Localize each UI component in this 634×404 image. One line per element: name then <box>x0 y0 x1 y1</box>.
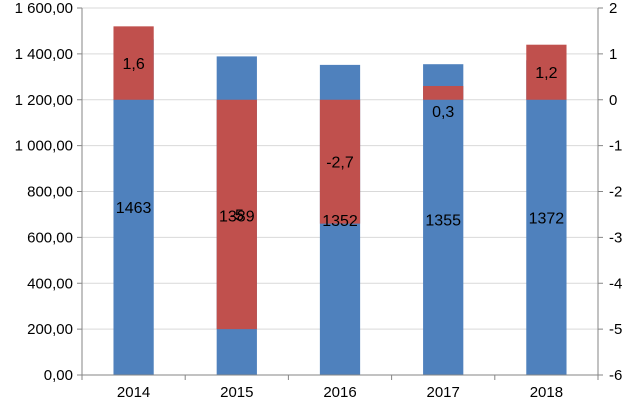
left-axis-tick-label: 200,00 <box>27 321 73 338</box>
left-axis-tick-label: 1 600,00 <box>15 0 73 17</box>
data-label-primary: 1352 <box>322 213 358 230</box>
bar-primary-2017 <box>423 64 464 376</box>
data-label-primary: 1389 <box>219 209 255 226</box>
bar-secondary-2016 <box>319 99 361 224</box>
x-axis-tick-label: 2017 <box>427 384 460 401</box>
right-axis-tick-label: -1 <box>609 138 622 155</box>
right-axis-tick-label: 2 <box>609 0 617 17</box>
bar-secondary-2017 <box>423 85 464 100</box>
bars <box>113 26 567 376</box>
data-label-secondary: 1,2 <box>535 65 557 82</box>
right-axis-tick-label: 0 <box>609 92 617 109</box>
right-axis-tick-label: -5 <box>609 321 622 338</box>
data-label-secondary: 1,6 <box>122 56 144 73</box>
right-axis-tick-label: 1 <box>609 46 617 63</box>
bar-secondary-2018 <box>526 44 567 100</box>
x-axis-tick-label: 2015 <box>220 384 253 401</box>
data-label-secondary: -2,7 <box>326 155 354 172</box>
left-axis-tick-label: 400,00 <box>27 275 73 292</box>
bar-secondary-2015 <box>216 99 257 330</box>
left-axis-tick-label: 0,00 <box>44 367 73 384</box>
labels: 1463 1,6 1389-5 1352 -2,7 1355 0,3 1372 1,2 <box>116 56 564 230</box>
x-axis-tick-label: 2018 <box>530 384 563 401</box>
bar-secondary-2014 <box>113 26 154 100</box>
data-label-secondary: 0,3 <box>432 104 454 121</box>
bar-primary-2018 <box>526 60 567 376</box>
data-label-primary: 1355 <box>425 213 461 230</box>
left-axis-tick-label: 1 200,00 <box>15 92 73 109</box>
left-axis-tick-label: 800,00 <box>27 184 73 201</box>
right-axis-tick-label: -3 <box>609 229 622 246</box>
data-label-primary: 1372 <box>529 211 565 228</box>
left-axis-tick-label: 600,00 <box>27 229 73 246</box>
right-axis-tick-label: -6 <box>609 367 622 384</box>
right-axis-tick-label: -2 <box>609 184 622 201</box>
data-label-primary: 1463 <box>116 200 152 217</box>
x-axis-tick-label: 2016 <box>323 384 356 401</box>
x-axis-tick-label: 2014 <box>117 384 150 401</box>
data-label-secondary: -5 <box>230 207 244 224</box>
left-axis-tick-label: 1 400,00 <box>15 46 73 63</box>
left-axis-tick-label: 1 000,00 <box>15 138 73 155</box>
right-axis-tick-label: -4 <box>609 275 622 292</box>
